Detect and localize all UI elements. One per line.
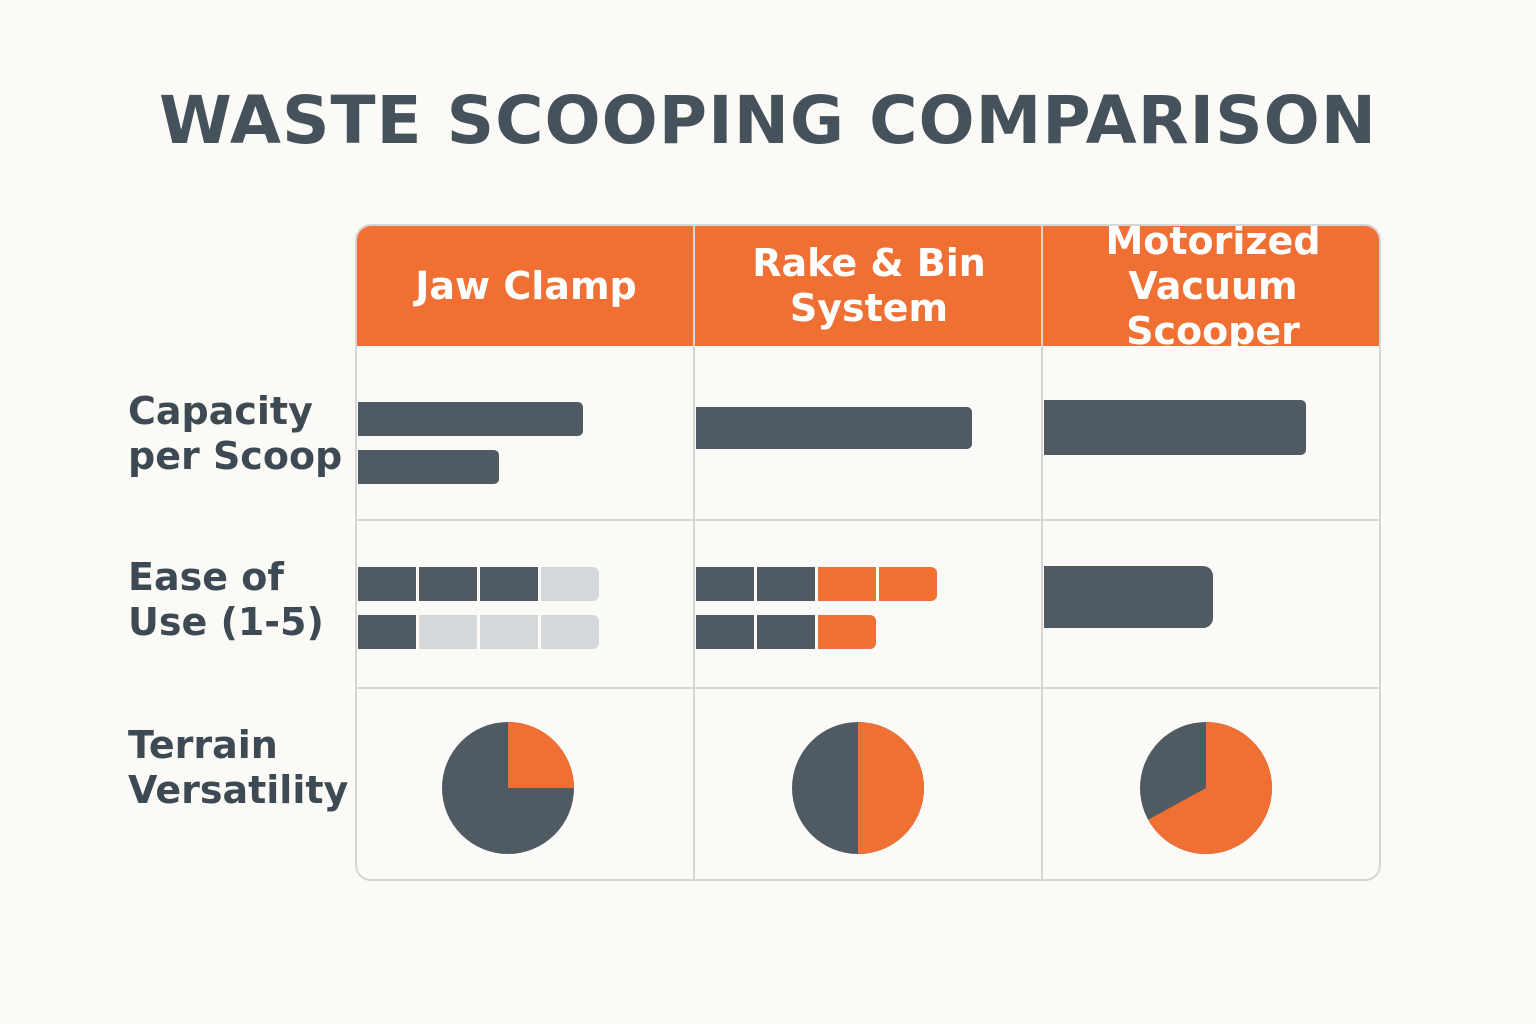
terrain-pie bbox=[442, 722, 574, 854]
column-header-line: Motorized bbox=[1105, 224, 1321, 263]
row-label-line: Versatility bbox=[128, 768, 349, 812]
ease-segment-dark bbox=[696, 615, 754, 649]
row-label-line: Ease of bbox=[128, 555, 284, 599]
ease-segment-dark bbox=[480, 567, 538, 601]
row-label-line: Capacity bbox=[128, 389, 313, 433]
ease-segment-empty bbox=[541, 615, 599, 649]
pie-slice-value bbox=[1148, 722, 1272, 854]
column-header: Motorized Vacuum Scooper bbox=[1043, 224, 1379, 353]
pie-slice-value bbox=[858, 722, 924, 854]
row-label-line: Terrain bbox=[128, 723, 278, 767]
ease-segment-dark bbox=[358, 615, 416, 649]
pie-slice-value bbox=[508, 722, 574, 788]
ease-segment-accent bbox=[879, 567, 937, 601]
row-label-line: Use (1-5) bbox=[128, 600, 324, 644]
row-label: Ease of Use (1-5) bbox=[128, 555, 324, 645]
ease-segment-dark bbox=[358, 567, 416, 601]
chart-title: WASTE SCOOPING COMPARISON bbox=[159, 82, 1377, 159]
terrain-pie bbox=[792, 722, 924, 854]
capacity-bar bbox=[358, 450, 500, 484]
terrain-pie bbox=[1140, 722, 1272, 854]
row-divider bbox=[357, 687, 1379, 689]
ease-segment-empty bbox=[541, 567, 599, 601]
ease-segment-empty bbox=[480, 615, 538, 649]
row-label: Capacity per Scoop bbox=[128, 389, 342, 479]
column-divider bbox=[693, 226, 695, 879]
comparison-table: Jaw Clamp Rake & Bin System Motorized Vacuum… bbox=[355, 224, 1381, 881]
ease-segment-dark bbox=[757, 567, 815, 601]
column-header-line: Vacuum Scooper bbox=[1126, 263, 1300, 353]
ease-segment-dark bbox=[757, 615, 815, 649]
column-header: Jaw Clamp bbox=[357, 226, 695, 346]
ease-segment-accent bbox=[818, 567, 876, 601]
capacity-bar bbox=[1044, 400, 1307, 455]
column-header-line: System bbox=[789, 286, 949, 330]
ease-segment-dark bbox=[696, 567, 754, 601]
row-divider bbox=[357, 519, 1379, 521]
row-label-line: per Scoop bbox=[128, 434, 343, 478]
ease-bar bbox=[1044, 566, 1213, 628]
ease-segment-empty bbox=[419, 615, 477, 649]
ease-segment-dark bbox=[419, 567, 477, 601]
column-header-line: Jaw Clamp bbox=[415, 263, 637, 308]
column-header-line: Rake & Bin bbox=[752, 241, 986, 285]
capacity-bar bbox=[358, 402, 584, 436]
ease-segment-accent bbox=[818, 615, 876, 649]
column-header: Rake & Bin System bbox=[695, 226, 1043, 346]
column-divider bbox=[1041, 226, 1043, 879]
row-label: Terrain Versatility bbox=[128, 723, 348, 813]
capacity-bar bbox=[696, 406, 972, 449]
